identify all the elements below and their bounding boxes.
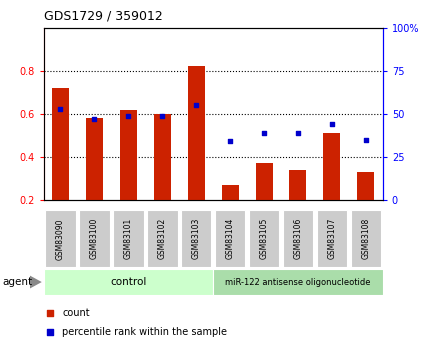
Text: count: count	[62, 308, 89, 318]
Point	[226, 139, 233, 144]
Text: GDS1729 / 359012: GDS1729 / 359012	[43, 9, 162, 22]
FancyBboxPatch shape	[113, 210, 143, 267]
Bar	[323, 133, 340, 243]
Text: agent: agent	[2, 277, 32, 287]
Text: miR-122 antisense oligonucleotide: miR-122 antisense oligonucleotide	[225, 277, 370, 287]
FancyBboxPatch shape	[282, 210, 312, 267]
Bar	[357, 172, 373, 243]
Point	[328, 121, 335, 127]
Point	[47, 329, 54, 335]
Bar	[52, 88, 69, 243]
Bar	[154, 114, 171, 243]
Text: GSM83102: GSM83102	[158, 218, 166, 259]
FancyBboxPatch shape	[79, 210, 109, 267]
FancyBboxPatch shape	[213, 269, 382, 295]
Point	[260, 130, 267, 136]
FancyBboxPatch shape	[147, 210, 177, 267]
Bar	[187, 66, 204, 243]
Text: GSM83101: GSM83101	[124, 218, 132, 259]
Text: GSM83106: GSM83106	[293, 218, 302, 259]
Text: GSM83090: GSM83090	[56, 218, 65, 259]
Polygon shape	[30, 275, 42, 289]
Bar	[86, 118, 103, 243]
Text: GSM83105: GSM83105	[259, 218, 268, 259]
Text: GSM83104: GSM83104	[225, 218, 234, 259]
Text: GSM83107: GSM83107	[327, 218, 335, 259]
FancyBboxPatch shape	[350, 210, 380, 267]
Text: percentile rank within the sample: percentile rank within the sample	[62, 327, 227, 337]
Point	[125, 113, 132, 118]
Point	[294, 130, 301, 136]
Point	[47, 310, 54, 316]
Point	[57, 106, 64, 111]
Bar	[255, 164, 272, 243]
FancyBboxPatch shape	[45, 210, 76, 267]
FancyBboxPatch shape	[181, 210, 211, 267]
Text: control: control	[110, 277, 146, 287]
FancyBboxPatch shape	[248, 210, 279, 267]
Point	[158, 113, 165, 118]
Point	[192, 102, 199, 108]
Bar	[221, 185, 238, 243]
FancyBboxPatch shape	[43, 269, 213, 295]
Point	[91, 116, 98, 122]
Point	[362, 137, 368, 142]
FancyBboxPatch shape	[214, 210, 245, 267]
Text: GSM83100: GSM83100	[90, 218, 99, 259]
FancyBboxPatch shape	[316, 210, 346, 267]
Bar	[120, 110, 137, 243]
Text: GSM83103: GSM83103	[191, 218, 200, 259]
Text: GSM83108: GSM83108	[361, 218, 369, 259]
Bar	[289, 170, 306, 243]
